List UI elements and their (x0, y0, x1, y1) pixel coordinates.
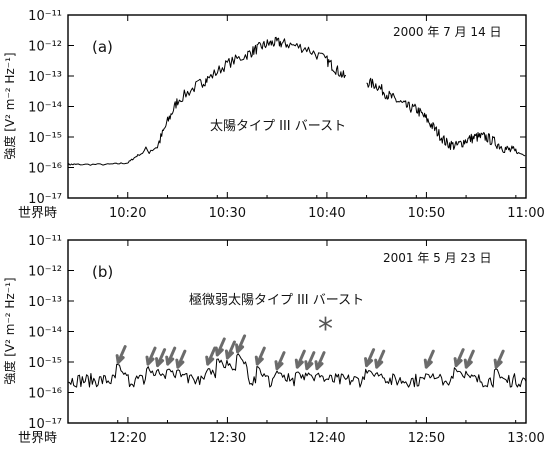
burst-arrow (147, 348, 155, 364)
y-tick-label: 10⁻¹⁵ (28, 356, 62, 371)
panel-a-date: 2000 年 7 月 14 日 (393, 25, 502, 39)
panel-a-signal-segment (367, 78, 526, 156)
y-tick-label: 10⁻¹² (28, 40, 62, 55)
burst-arrow (465, 351, 473, 367)
burst-arrow (296, 351, 304, 367)
y-tick-label: 10⁻¹⁴ (28, 101, 62, 116)
burst-arrow (207, 348, 215, 364)
panel-a-signal-segment (68, 37, 346, 165)
burst-arrow (157, 350, 165, 366)
panel-a-annotation: 太陽タイプ III バースト (210, 119, 346, 134)
x-tick-label: 12:40 (308, 431, 345, 446)
y-tick-label: 10⁻¹⁴ (28, 326, 62, 341)
panel-b-xlabel: 世界時 (18, 431, 57, 446)
burst-arrow (495, 351, 503, 367)
burst-arrow (237, 336, 245, 352)
y-tick-label: 10⁻¹¹ (28, 9, 62, 24)
panel-b-date: 2001 年 5 月 23 日 (383, 251, 492, 265)
burst-arrow (256, 348, 264, 364)
x-tick-label: 11:00 (507, 206, 544, 221)
burst-arrow (226, 342, 234, 358)
x-tick-label: 12:20 (109, 431, 146, 446)
y-tick-label: 10⁻¹³ (28, 295, 62, 310)
burst-arrow (276, 353, 284, 369)
panel-a-frame (68, 15, 526, 198)
x-tick-label: 10:20 (109, 206, 146, 221)
panel-b-annotation: 極微弱太陽タイプ III バースト (189, 292, 364, 308)
panel-b-star-marker: * (318, 312, 333, 347)
panel-a-label: (a) (92, 38, 113, 56)
y-tick-label: 10⁻¹⁷ (28, 192, 62, 207)
y-tick-label: 10⁻¹¹ (28, 234, 62, 249)
panel-a-xlabel: 世界時 (18, 206, 57, 221)
x-tick-label: 10:40 (308, 206, 345, 221)
y-tick-label: 10⁻¹² (28, 265, 62, 280)
burst-arrow (425, 351, 433, 367)
x-tick-label: 10:30 (209, 206, 246, 221)
x-tick-label: 13:00 (507, 431, 544, 446)
y-tick-label: 10⁻¹⁷ (28, 417, 62, 432)
panel-b-frame (68, 240, 526, 423)
panel-b-arrows (117, 336, 503, 369)
burst-arrow (177, 351, 185, 367)
burst-arrow (117, 347, 125, 363)
x-tick-label: 10:50 (408, 206, 445, 221)
burst-arrow (376, 351, 384, 367)
y-tick-label: 10⁻¹⁵ (28, 131, 62, 146)
panel-a-series (68, 37, 525, 165)
burst-arrow (216, 339, 224, 355)
y-tick-label: 10⁻¹⁶ (28, 162, 62, 177)
panel-a-ylabel: 強度 [V² m⁻² Hz⁻¹] (2, 52, 17, 159)
x-tick-label: 12:30 (209, 431, 246, 446)
burst-arrow (306, 353, 314, 369)
burst-arrow (455, 350, 463, 366)
burst-arrow (167, 348, 175, 364)
burst-arrow (366, 350, 374, 366)
burst-arrow (316, 353, 324, 369)
y-tick-label: 10⁻¹³ (28, 70, 62, 85)
y-tick-label: 10⁻¹⁶ (28, 387, 62, 402)
panel-b-label: (b) (92, 263, 113, 281)
panel-b-ylabel: 強度 [V² m⁻² Hz⁻¹] (2, 277, 17, 384)
x-tick-label: 12:50 (408, 431, 445, 446)
